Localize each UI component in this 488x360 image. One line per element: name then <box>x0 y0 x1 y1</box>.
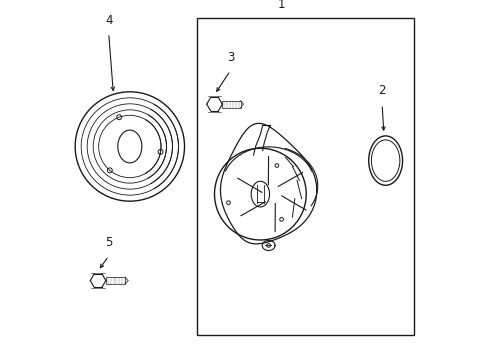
Text: 2: 2 <box>378 84 385 97</box>
Circle shape <box>274 164 278 167</box>
Text: 1: 1 <box>277 0 285 11</box>
Bar <box>222 101 240 108</box>
Circle shape <box>279 217 283 221</box>
Circle shape <box>226 201 230 204</box>
Circle shape <box>214 148 305 240</box>
Text: 3: 3 <box>226 50 234 64</box>
Text: 4: 4 <box>105 14 112 27</box>
Ellipse shape <box>370 140 399 181</box>
Bar <box>197 18 413 335</box>
Circle shape <box>266 244 270 247</box>
Text: 5: 5 <box>105 236 112 249</box>
Ellipse shape <box>368 136 402 185</box>
Ellipse shape <box>251 181 269 207</box>
Bar <box>105 277 125 284</box>
